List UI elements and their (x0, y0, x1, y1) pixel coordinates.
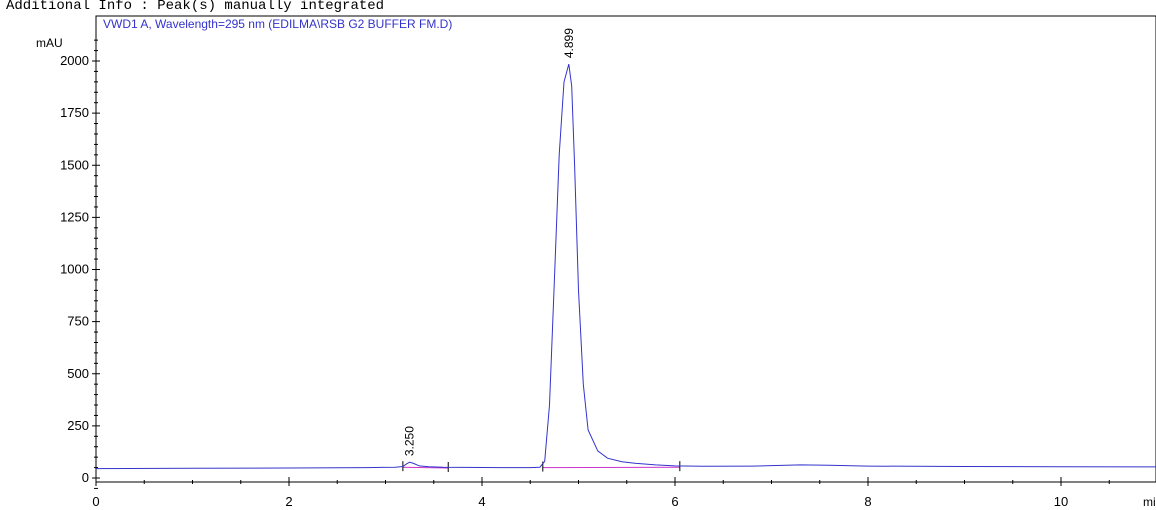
x-tick-label: 8 (864, 494, 871, 509)
y-tick-label: 750 (67, 314, 89, 329)
y-tick-label: 250 (67, 418, 89, 433)
peak-label: 4.899 (562, 28, 576, 58)
y-tick-label: 0 (82, 470, 89, 485)
peak-label: 3.250 (403, 426, 417, 456)
axes-layer: 0 250 500 750 1000 1250 1500 1750 2000 0 2 4 6 8 10 (60, 39, 1110, 509)
header-info-text: Additional Info : Peak(s) manually integ… (6, 0, 384, 14)
integration-baseline (402, 466, 449, 469)
chart-title: VWD1 A, Wavelength=295 nm (EDILMA\RSB G2… (103, 17, 452, 31)
x-tick-label: 2 (285, 494, 292, 509)
y-tick-label: 1250 (60, 209, 89, 224)
y-tick-label: 2000 (60, 53, 89, 68)
y-tick-label: 1000 (60, 262, 89, 277)
x-axis-label: mi (1143, 495, 1156, 509)
x-tick-label: 10 (1054, 494, 1068, 509)
x-tick-label: 6 (671, 494, 678, 509)
y-tick-label: 1750 (60, 105, 89, 120)
series-layer (95, 63, 1156, 472)
x-tick-label: 4 (478, 494, 485, 509)
plot-frame (95, 15, 1156, 483)
y-tick-label: 1500 (60, 157, 89, 172)
y-tick-label: 500 (67, 366, 89, 381)
peak-labels-layer: 3.250 4.899 (403, 28, 576, 456)
signal-trace (95, 63, 1156, 470)
x-tick-label: 0 (92, 494, 99, 509)
y-axis-label: mAU (36, 36, 63, 50)
